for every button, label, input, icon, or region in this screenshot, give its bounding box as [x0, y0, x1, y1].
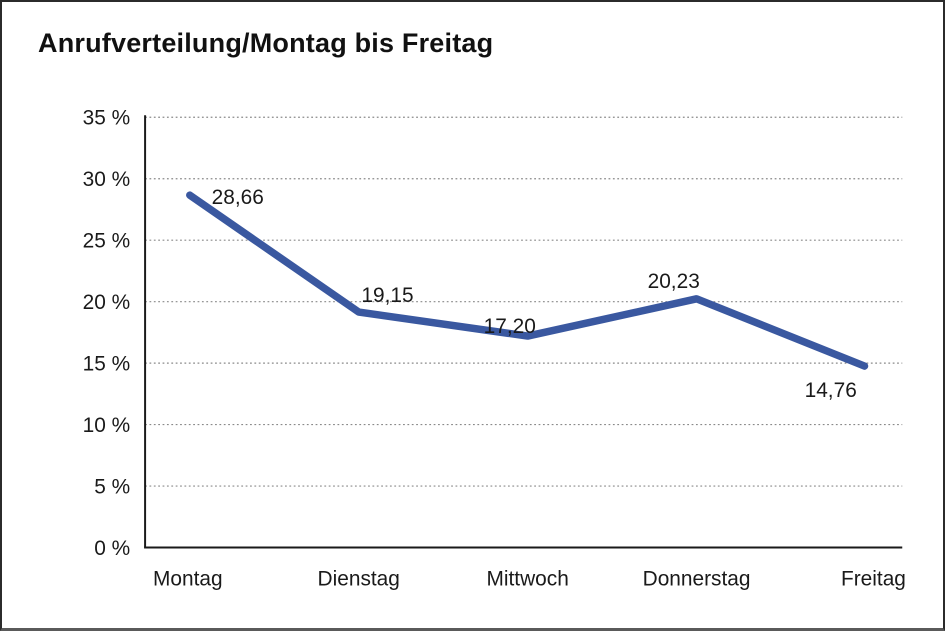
- chart-title: Anrufverteilung/Montag bis Freitag: [38, 28, 494, 58]
- y-tick-label: 35 %: [83, 107, 131, 130]
- data-point-label: 17,20: [484, 315, 536, 338]
- y-tick-label: 10 %: [83, 414, 131, 437]
- y-tick-label: 15 %: [83, 353, 131, 376]
- x-category-label: Freitag: [841, 567, 906, 590]
- y-tick-label: 30 %: [83, 168, 131, 191]
- x-category-label: Mittwoch: [486, 567, 568, 590]
- y-tick-label: 5 %: [94, 476, 130, 499]
- x-category-label: Montag: [153, 567, 223, 590]
- data-point-label: 20,23: [648, 270, 700, 293]
- data-point-label: 14,76: [805, 379, 857, 402]
- y-tick-label: 0 %: [94, 537, 130, 560]
- x-category-label: Dienstag: [318, 567, 400, 590]
- y-tick-label: 25 %: [83, 230, 131, 253]
- data-point-label: 28,66: [212, 186, 264, 209]
- x-category-label: Donnerstag: [643, 567, 751, 590]
- y-tick-label: 20 %: [83, 291, 131, 314]
- data-point-label: 19,15: [361, 284, 413, 307]
- data-series-line: [186, 191, 869, 370]
